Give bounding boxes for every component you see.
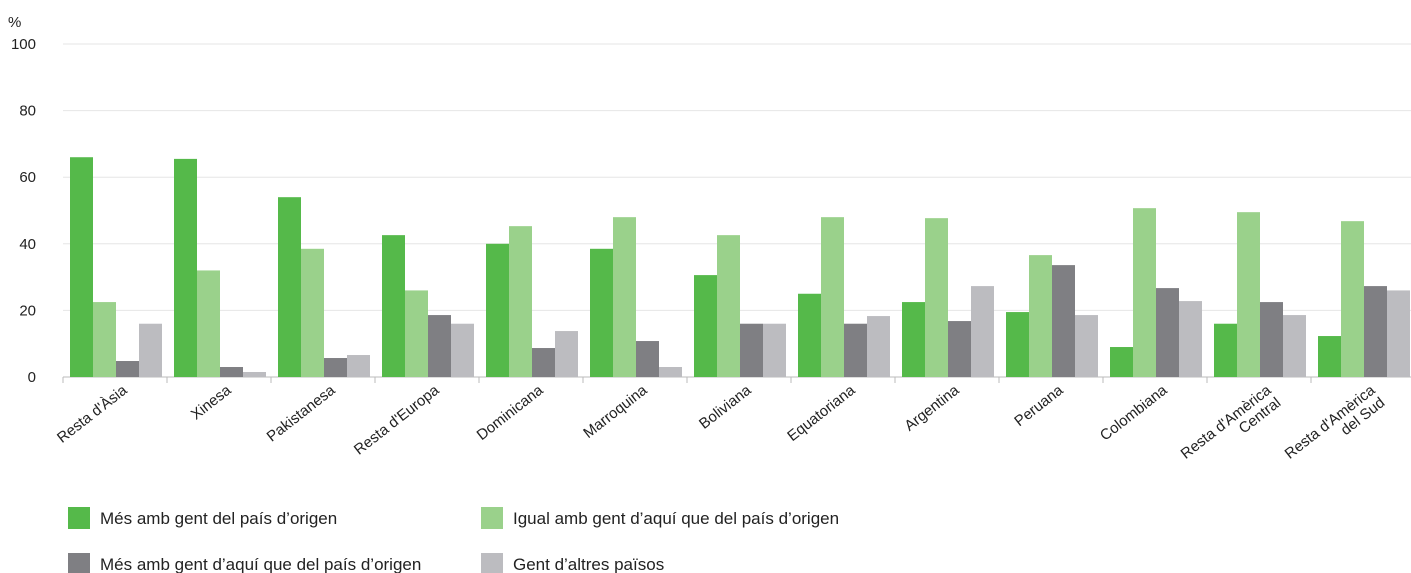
bar <box>139 323 162 377</box>
bar <box>1364 286 1387 377</box>
bar <box>243 372 266 377</box>
bar <box>1283 315 1306 377</box>
y-tick-label: 100 <box>11 36 36 53</box>
bar <box>382 235 405 377</box>
legend-label: Igual amb gent d’aquí que del país d’ori… <box>513 509 839 528</box>
x-tick-label: Xinesa <box>188 381 235 423</box>
bar <box>1387 290 1410 377</box>
bar <box>509 226 532 377</box>
bar <box>197 270 220 377</box>
legend-label: Més amb gent d’aquí que del país d’orige… <box>100 555 421 573</box>
x-tick-label: Boliviana <box>696 381 755 432</box>
x-tick-label: Argentina <box>901 381 963 434</box>
bar <box>1260 302 1283 377</box>
x-tick-label: Equatoriana <box>784 381 859 445</box>
x-tick-label: Resta d'Europa <box>351 381 443 458</box>
bar <box>1052 265 1075 377</box>
x-tick-label: Marroquina <box>580 381 651 442</box>
bar <box>1110 347 1133 377</box>
bar <box>405 290 428 377</box>
bar <box>902 302 925 377</box>
x-tick-label: Colombiana <box>1097 381 1171 444</box>
x-tick-label: Dominicana <box>474 381 547 444</box>
bar <box>532 348 555 377</box>
legend-swatch <box>68 507 90 529</box>
bar <box>220 367 243 377</box>
bar <box>717 235 740 377</box>
legend-swatch <box>481 553 503 573</box>
bar <box>347 355 370 377</box>
bar <box>1133 208 1156 377</box>
bar <box>798 293 821 377</box>
bar <box>1156 288 1179 377</box>
x-tick-label: Resta d'Àsia <box>54 381 131 446</box>
bar <box>93 302 116 377</box>
bar <box>694 275 717 377</box>
bar <box>70 157 93 377</box>
bar <box>174 158 197 377</box>
bar <box>925 218 948 377</box>
bar <box>844 323 867 377</box>
bar <box>1029 255 1052 377</box>
bar <box>555 331 578 377</box>
x-tick-label: Pakistanesa <box>264 381 339 445</box>
bar <box>486 243 509 377</box>
bar <box>451 323 474 377</box>
legend-swatch <box>481 507 503 529</box>
bar <box>659 367 682 377</box>
bar <box>821 217 844 377</box>
legend-label: Gent d’altres països <box>513 555 664 573</box>
bar <box>116 361 139 377</box>
bar <box>278 197 301 377</box>
bar <box>867 316 890 377</box>
legend-swatch <box>68 553 90 573</box>
legend-label: Més amb gent del país d’origen <box>100 509 337 528</box>
x-tick-label: Peruana <box>1011 381 1067 430</box>
bar <box>1341 221 1364 377</box>
bar <box>740 323 763 377</box>
bar <box>763 323 786 377</box>
bar <box>1075 315 1098 377</box>
y-tick-label: 40 <box>19 236 36 253</box>
bar <box>971 286 994 377</box>
bar <box>613 217 636 377</box>
x-tick-label: Resta d'Amèricadel Sud <box>1282 381 1389 475</box>
bar <box>1214 323 1237 377</box>
bar <box>1237 212 1260 377</box>
bar <box>428 315 451 377</box>
bar <box>301 248 324 377</box>
bar <box>590 248 613 377</box>
y-tick-label: 80 <box>19 103 36 120</box>
y-tick-label: 20 <box>19 302 36 319</box>
bar <box>1318 336 1341 377</box>
y-unit: % <box>8 14 21 31</box>
y-tick-label: 60 <box>19 169 36 186</box>
bar <box>1179 301 1202 377</box>
bar <box>324 358 347 377</box>
y-tick-label: 0 <box>28 369 36 386</box>
bar <box>636 341 659 377</box>
x-tick-label: Resta d'AmèricaCentral <box>1178 381 1285 475</box>
bar <box>948 321 971 377</box>
bar <box>1006 312 1029 377</box>
